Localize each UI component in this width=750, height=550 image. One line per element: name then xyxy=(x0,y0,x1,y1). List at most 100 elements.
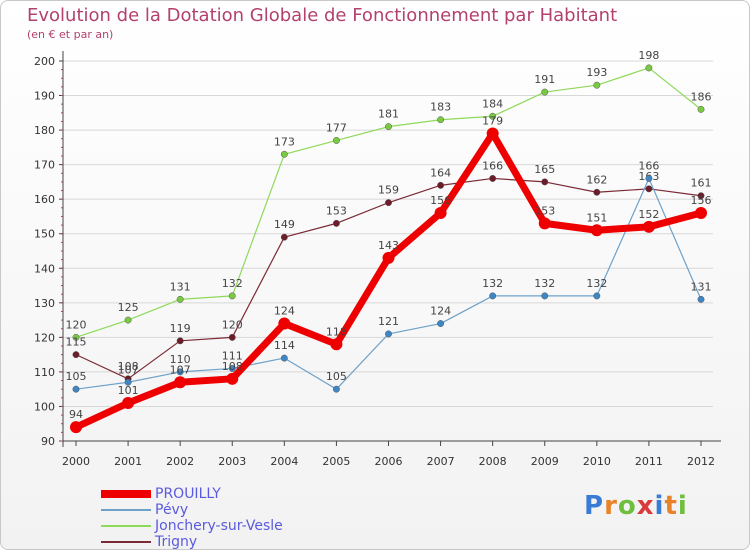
data-label-trigny: 120 xyxy=(222,318,243,331)
y-tick-label: 160 xyxy=(34,193,55,206)
data-label-trigny: 161 xyxy=(691,177,712,190)
data-point-jonchery-sur-vesle xyxy=(124,316,132,324)
x-tick-label: 2012 xyxy=(687,455,715,468)
chart-title: Evolution de la Dotation Globale de Fonc… xyxy=(27,5,618,26)
data-label-prouilly: 108 xyxy=(222,360,243,373)
logo-letter: P xyxy=(584,491,605,521)
data-point-trigny xyxy=(489,175,497,182)
data-point-p-vy xyxy=(593,292,601,300)
data-label-p-vy: 166 xyxy=(638,159,659,172)
data-point-p-vy xyxy=(437,320,445,327)
data-label-trigny: 165 xyxy=(534,163,555,176)
data-point-jonchery-sur-vesle xyxy=(489,112,497,120)
data-label-prouilly: 143 xyxy=(378,239,399,252)
x-tick-label: 2011 xyxy=(635,455,663,468)
data-label-prouilly: 156 xyxy=(691,194,712,207)
data-label-trigny: 108 xyxy=(118,360,139,373)
y-tick-label: 110 xyxy=(34,366,55,379)
data-point-p-vy xyxy=(124,378,132,386)
proxiti-logo: Proxiti xyxy=(584,491,688,521)
logo-letter: i xyxy=(654,491,665,521)
x-tick-label: 2005 xyxy=(322,455,350,468)
data-point-p-vy xyxy=(541,292,549,300)
data-label-prouilly: 152 xyxy=(638,208,659,221)
data-label-jonchery-sur-vesle: 125 xyxy=(118,301,139,314)
data-label-p-vy: 114 xyxy=(274,339,295,352)
x-tick-label: 2006 xyxy=(375,455,403,468)
data-point-prouilly xyxy=(695,207,707,219)
legend-swatch-jonchery-sur-vesle xyxy=(101,525,151,527)
logo-letter: r xyxy=(604,491,618,521)
data-point-jonchery-sur-vesle xyxy=(280,150,288,158)
legend-label-jonchery-sur-vesle: Jonchery-sur-Vesle xyxy=(155,518,283,534)
data-label-jonchery-sur-vesle: 181 xyxy=(378,108,399,121)
data-label-jonchery-sur-vesle: 186 xyxy=(691,90,712,103)
data-point-prouilly xyxy=(174,376,187,389)
data-point-prouilly xyxy=(382,251,395,264)
data-label-jonchery-sur-vesle: 184 xyxy=(482,97,503,110)
data-label-trigny: 164 xyxy=(430,166,451,179)
x-tick-label: 2001 xyxy=(114,455,142,468)
data-point-p-vy xyxy=(332,385,340,393)
data-point-jonchery-sur-vesle xyxy=(437,116,445,124)
y-tick-label: 170 xyxy=(34,159,55,172)
y-tick-label: 130 xyxy=(34,297,55,310)
y-tick-label: 140 xyxy=(34,262,55,275)
data-point-jonchery-sur-vesle xyxy=(593,81,601,89)
data-label-prouilly: 118 xyxy=(326,325,347,338)
y-tick-label: 180 xyxy=(34,124,55,137)
data-label-p-vy: 132 xyxy=(586,277,607,290)
data-point-jonchery-sur-vesle xyxy=(176,295,184,303)
x-tick-label: 2008 xyxy=(479,455,507,468)
data-point-prouilly xyxy=(486,127,499,140)
data-point-p-vy xyxy=(385,330,392,338)
x-tick-label: 2004 xyxy=(270,455,298,468)
data-point-jonchery-sur-vesle xyxy=(72,333,80,341)
data-label-p-vy: 132 xyxy=(482,277,503,290)
data-label-jonchery-sur-vesle: 173 xyxy=(274,135,295,148)
logo-letter: i xyxy=(677,491,688,521)
data-label-trigny: 149 xyxy=(274,218,295,231)
y-tick-label: 90 xyxy=(41,435,55,448)
data-point-p-vy xyxy=(176,368,184,376)
data-point-prouilly xyxy=(226,372,239,385)
data-label-p-vy: 131 xyxy=(691,280,712,293)
data-point-trigny xyxy=(176,337,184,345)
data-label-jonchery-sur-vesle: 132 xyxy=(222,277,243,290)
data-point-trigny xyxy=(385,199,392,207)
data-label-jonchery-sur-vesle: 198 xyxy=(638,49,659,62)
data-label-p-vy: 107 xyxy=(118,363,139,376)
chart-subtitle: (en € et par an) xyxy=(27,28,114,41)
data-point-p-vy xyxy=(228,365,236,372)
data-label-trigny: 115 xyxy=(66,336,87,349)
data-label-jonchery-sur-vesle: 131 xyxy=(170,280,191,293)
data-point-trigny xyxy=(697,192,705,200)
legend-label-p-vy: Pévy xyxy=(155,502,189,518)
data-label-prouilly: 156 xyxy=(430,194,451,207)
x-tick-label: 2009 xyxy=(531,455,559,468)
data-point-trigny xyxy=(437,181,445,189)
data-point-jonchery-sur-vesle xyxy=(228,292,236,300)
data-point-prouilly xyxy=(122,397,135,409)
data-label-prouilly: 124 xyxy=(274,305,295,318)
x-tick-label: 2000 xyxy=(62,455,90,468)
data-point-trigny xyxy=(72,351,80,359)
data-point-trigny xyxy=(280,233,288,241)
data-label-prouilly: 101 xyxy=(118,384,139,397)
data-point-p-vy xyxy=(280,354,288,362)
data-point-p-vy xyxy=(697,295,705,303)
data-label-p-vy: 105 xyxy=(326,370,347,383)
y-tick-label: 190 xyxy=(34,90,55,103)
legend-label-prouilly: PROUILLY xyxy=(155,486,221,502)
x-tick-label: 2007 xyxy=(427,455,455,468)
data-point-trigny xyxy=(593,188,601,196)
data-label-p-vy: 124 xyxy=(430,305,451,318)
data-point-jonchery-sur-vesle xyxy=(385,123,392,131)
data-label-p-vy: 121 xyxy=(378,315,399,328)
data-point-trigny xyxy=(645,185,653,193)
logo-letter: x xyxy=(636,491,655,521)
logo-letter: t xyxy=(664,491,678,521)
data-point-prouilly xyxy=(70,421,82,434)
logo-letter: o xyxy=(617,491,637,521)
